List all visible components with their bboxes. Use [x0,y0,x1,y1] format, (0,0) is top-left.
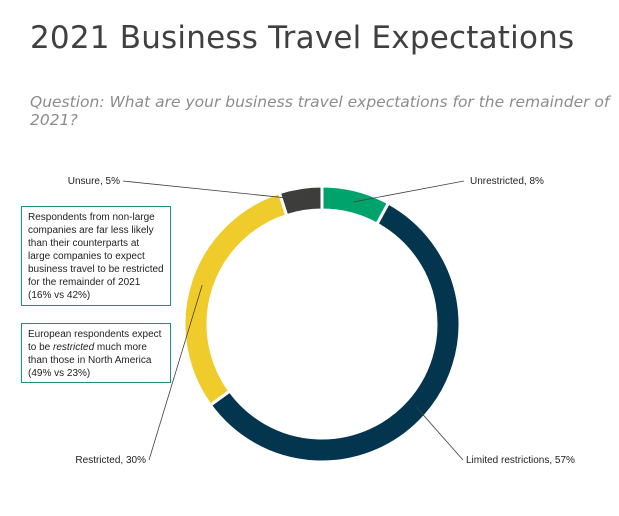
slice-label-0: Unrestricted, 8% [470,176,544,187]
leader-line-3 [122,180,303,200]
slice-label-3: Unsure, 5% [68,176,120,187]
leader-line-0 [353,180,465,203]
chart-title: 2021 Business Travel Expectations [30,20,575,56]
annotation-box-company-size: Respondents from non-large companies are… [21,206,171,306]
annotation-box-region: European respondents expect to be restri… [21,323,171,383]
slice-label-2: Restricted, 30% [75,455,146,466]
leader-line-1 [416,407,464,461]
annotation-region-text-post: much more than those in North America (4… [28,342,152,379]
slice-2 [182,190,289,408]
leader-line-2 [148,284,203,461]
annotation-region-text-pre: European respondents expect to be [28,329,162,353]
annotation-region-emphasis: restricted [53,342,95,353]
slice-3 [277,184,324,218]
slice-label-1: Limited restrictions, 57% [466,455,575,466]
slice-1 [208,201,462,464]
chart-subtitle: Question: What are your business travel … [30,93,610,129]
